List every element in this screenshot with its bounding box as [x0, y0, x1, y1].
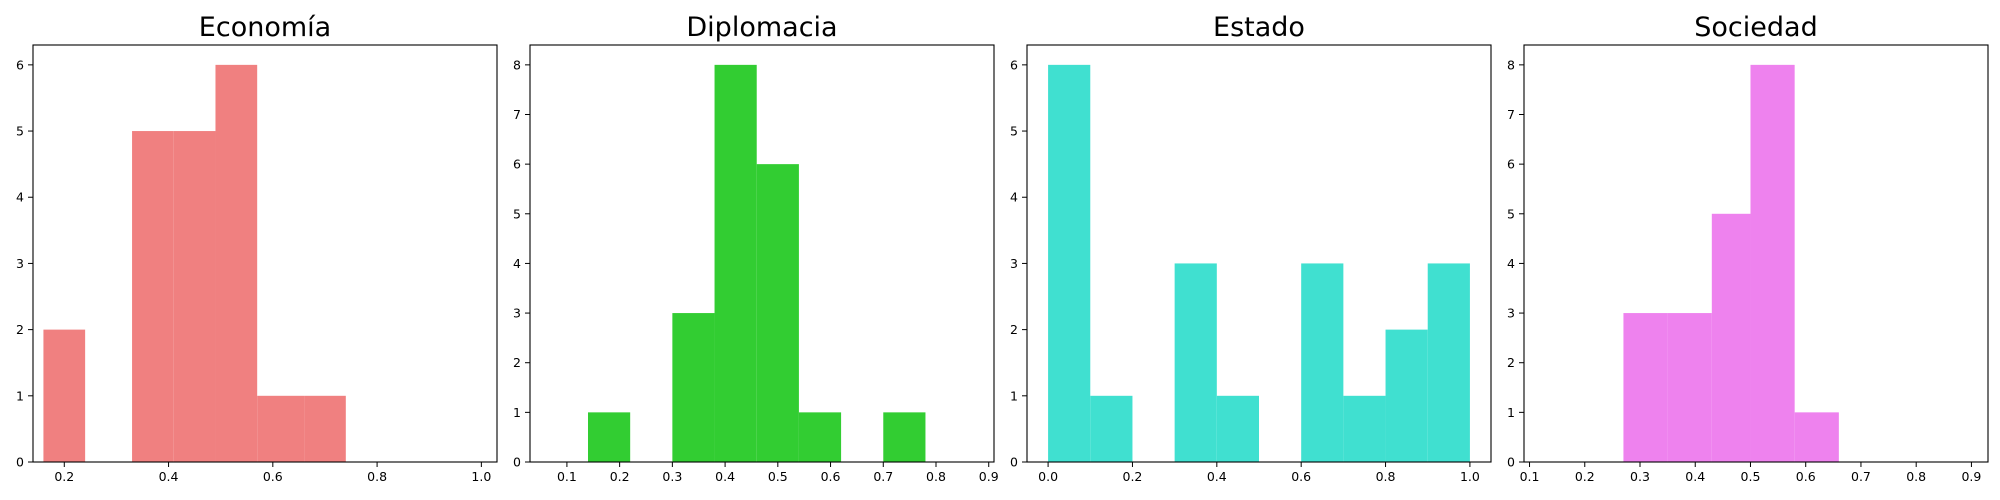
- histogram-bar: [1301, 263, 1344, 462]
- histogram-bar: [1343, 395, 1386, 462]
- axes-frame: [1523, 44, 1989, 463]
- histogram-bar: [1623, 313, 1668, 462]
- x-tick-label: 0.5: [1741, 469, 1761, 484]
- histogram-bar: [132, 131, 174, 463]
- axes-frame: [32, 44, 498, 463]
- x-tick-label: 0.2: [1123, 469, 1143, 484]
- x-tick-label: 0.9: [1961, 469, 1981, 484]
- y-tick-label: 3: [16, 256, 24, 271]
- chart-panel-2: Estado 0.0 0.2 0.4 0.6 0.8 1.0 0 1 2 3 4 5 6: [1010, 12, 1492, 484]
- x-tick-label: 0.6: [1796, 469, 1816, 484]
- histogram-bar: [215, 64, 258, 462]
- y-tick-label: 6: [1507, 157, 1515, 172]
- x-tick-label: 0.7: [873, 469, 893, 484]
- histogram-bar: [1174, 263, 1217, 462]
- chart-panel-0: Economía 0.2 0.4 0.6 0.8 1.0 0 1 2 3 4 5 6: [16, 12, 498, 484]
- x-tick-label: 0.4: [715, 469, 735, 484]
- x-tick-label: 0.3: [1630, 469, 1650, 484]
- y-tick-label: 4: [1507, 256, 1515, 271]
- histogram-bar: [173, 131, 216, 463]
- histogram-bar: [1216, 395, 1259, 462]
- x-tick-label: 0.8: [1906, 469, 1926, 484]
- x-tick-label: 0.9: [979, 469, 999, 484]
- x-tick-label: 0.2: [1575, 469, 1595, 484]
- x-tick-label: 0.8: [1376, 469, 1396, 484]
- x-tick-label: 1.0: [471, 469, 491, 484]
- y-tick-label: 0: [16, 455, 24, 470]
- chart-title: Estado: [1213, 12, 1305, 43]
- y-tick-label: 6: [1010, 57, 1018, 72]
- y-tick-label: 0: [1010, 455, 1018, 470]
- y-tick-label: 3: [1507, 306, 1515, 321]
- chart-title: Diplomacia: [686, 12, 837, 43]
- y-tick-label: 3: [1010, 256, 1018, 271]
- y-tick-label: 2: [16, 322, 24, 337]
- histogram-bar: [1750, 64, 1795, 462]
- histogram-bar: [1794, 412, 1839, 462]
- chart-panel-1: Diplomacia 0.1 0.2 0.3 0.4 0.5 0.6 0.7 0.8 0.9 0 1 2…: [513, 12, 999, 484]
- histogram-bar: [588, 412, 631, 462]
- histogram-bar: [756, 164, 799, 462]
- x-tick-label: 1.0: [1460, 469, 1480, 484]
- y-tick-label: 5: [513, 206, 521, 221]
- y-tick-label: 2: [1010, 322, 1018, 337]
- y-tick-label: 5: [1507, 206, 1515, 221]
- histogram-bar: [1711, 213, 1751, 462]
- y-tick-label: 4: [513, 256, 521, 271]
- x-tick-label: 0.4: [159, 469, 179, 484]
- x-tick-label: 0.0: [1038, 469, 1058, 484]
- y-tick-label: 8: [1507, 57, 1515, 72]
- y-tick-label: 6: [16, 57, 24, 72]
- histogram-bar: [883, 412, 926, 462]
- chart-title: Economía: [199, 12, 331, 43]
- y-tick-label: 5: [16, 124, 24, 139]
- x-tick-label: 0.8: [926, 469, 946, 484]
- histogram-bar: [1667, 313, 1712, 462]
- y-tick-label: 2: [1507, 355, 1515, 370]
- x-tick-label: 0.1: [557, 469, 577, 484]
- y-tick-label: 7: [513, 107, 521, 122]
- x-tick-label: 0.2: [610, 469, 630, 484]
- axes-frame: [1026, 44, 1492, 463]
- histogram-bar: [1427, 263, 1470, 462]
- x-tick-label: 0.3: [662, 469, 682, 484]
- histogram-bar: [257, 395, 305, 462]
- axes-frame: [529, 44, 995, 463]
- x-tick-label: 0.7: [1851, 469, 1871, 484]
- histogram-bar: [672, 313, 715, 462]
- x-tick-label: 0.8: [367, 469, 387, 484]
- y-tick-label: 6: [513, 157, 521, 172]
- y-tick-label: 0: [1507, 455, 1515, 470]
- y-tick-label: 4: [16, 190, 24, 205]
- histogram-bar: [1385, 329, 1428, 462]
- x-tick-label: 0.4: [1207, 469, 1227, 484]
- x-tick-label: 0.6: [821, 469, 841, 484]
- y-tick-label: 1: [16, 388, 24, 403]
- y-tick-label: 1: [1507, 405, 1515, 420]
- x-tick-label: 0.4: [1685, 469, 1705, 484]
- y-tick-label: 0: [513, 455, 521, 470]
- x-tick-label: 0.5: [768, 469, 788, 484]
- y-tick-label: 1: [1010, 388, 1018, 403]
- y-tick-label: 7: [1507, 107, 1515, 122]
- x-tick-label: 0.6: [263, 469, 283, 484]
- x-tick-label: 0.6: [1291, 469, 1311, 484]
- histogram-bar: [714, 64, 757, 462]
- y-tick-label: 1: [513, 405, 521, 420]
- y-tick-label: 2: [513, 355, 521, 370]
- chart-panel-3: Sociedad 0.1 0.2 0.3 0.4 0.5 0.6 0.7 0.8 0.9 0 1 2 3 4…: [1507, 12, 1989, 484]
- y-tick-label: 3: [513, 306, 521, 321]
- y-tick-label: 8: [513, 57, 521, 72]
- histogram-bar: [1090, 395, 1133, 462]
- y-tick-label: 5: [1010, 124, 1018, 139]
- y-tick-label: 4: [1010, 190, 1018, 205]
- x-tick-label: 0.1: [1520, 469, 1540, 484]
- histogram-bar: [798, 412, 842, 462]
- x-tick-label: 0.2: [54, 469, 74, 484]
- chart-title: Sociedad: [1694, 12, 1817, 43]
- histogram-bar: [43, 329, 86, 462]
- histogram-bar: [304, 395, 346, 462]
- histogram-bar: [1048, 64, 1091, 462]
